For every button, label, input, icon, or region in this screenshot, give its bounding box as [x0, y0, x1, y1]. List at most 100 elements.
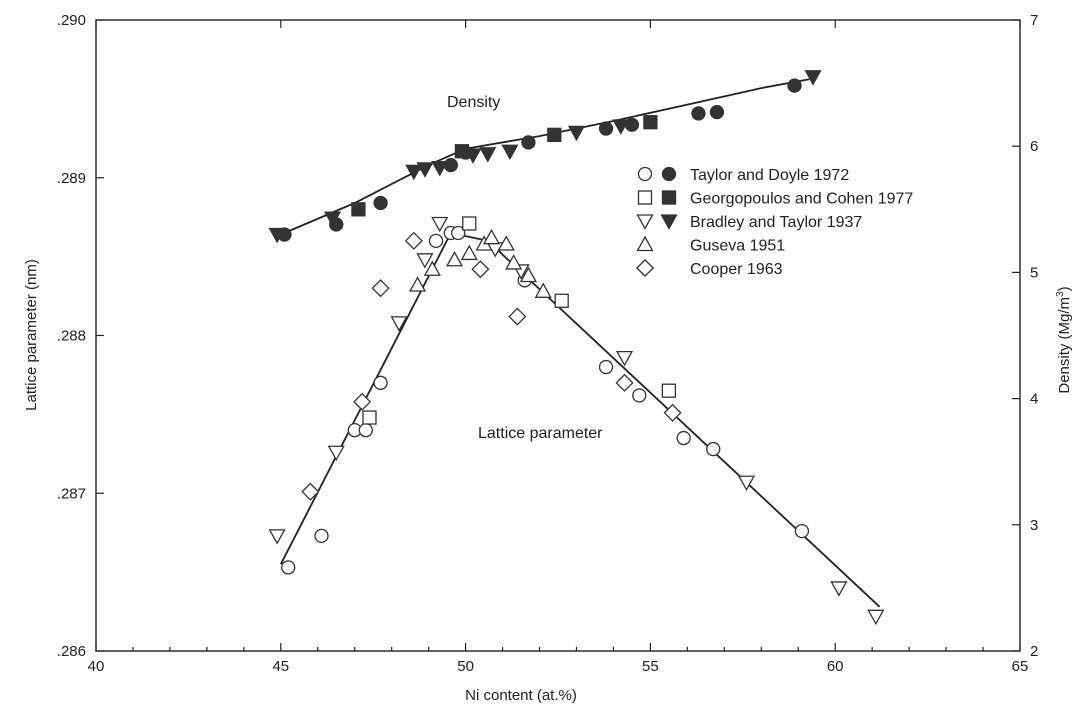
- lattice-point-circle: [373, 375, 388, 390]
- lattice-point-triangle-up: [497, 235, 515, 251]
- lattice-point-diamond: [663, 403, 682, 422]
- y-right-tick-label: 5: [1030, 264, 1038, 281]
- lattice-point-circle: [314, 528, 329, 543]
- lattice-point-triangle-down: [737, 475, 756, 492]
- y-left-tick-label: .289: [57, 170, 86, 187]
- lattice-point-square: [661, 383, 677, 398]
- lattice-point-triangle-down: [431, 216, 449, 233]
- density-point-circle: [373, 195, 388, 211]
- density-point-circle: [691, 106, 706, 121]
- y-axis-right-title: Density (Mg/m3): [1055, 286, 1073, 393]
- lattice-point-triangle-down: [268, 529, 286, 545]
- lattice-point-circle: [794, 523, 810, 539]
- y-left-tick-label: .286: [57, 643, 86, 660]
- x-tick-label: 50: [457, 658, 474, 675]
- density-point-circle: [709, 104, 725, 120]
- lattice-point-triangle-up: [423, 260, 441, 276]
- legend-label: Cooper 1963: [690, 261, 783, 278]
- lattice-point-circle: [428, 233, 444, 249]
- lattice-point-diamond: [471, 260, 490, 279]
- plot-frame: [95, 19, 1021, 652]
- legend: Taylor and Doyle 1972 Georgopoulos and Co…: [635, 166, 913, 278]
- density-point-circle: [598, 121, 614, 136]
- density-point-triangle-down: [804, 70, 822, 86]
- lattice-point-circle: [358, 422, 373, 438]
- x-axis-title: Ni content (at.%): [465, 687, 577, 704]
- density-point-triangle-down: [268, 227, 286, 244]
- legend-open-triangle-down-icon: [636, 214, 654, 230]
- y-right-tick-label: 7: [1030, 12, 1038, 29]
- x-tick-label: 65: [1012, 658, 1029, 675]
- legend-open-diamond-icon: [635, 258, 655, 278]
- legend-label: Bradley and Taylor 1937: [690, 214, 862, 231]
- lattice-fit-line: [450, 232, 881, 608]
- y-right-tick-label: 4: [1030, 391, 1038, 408]
- density-annotation: Density: [447, 94, 500, 111]
- y-left-tick-label: .290: [57, 12, 86, 29]
- lattice-point-diamond: [371, 279, 390, 298]
- lattice-point-triangle-down: [390, 316, 408, 332]
- y-right-title-exponent: 3: [1055, 291, 1066, 297]
- lattice-point-square: [462, 216, 477, 231]
- y-right-tick-label: 3: [1030, 517, 1038, 534]
- lattice-point-triangle-down: [416, 253, 434, 269]
- lattice-point-triangle-up: [460, 244, 478, 261]
- data-points: [268, 70, 885, 626]
- lattice-point-triangle-down: [830, 581, 848, 597]
- legend-label: Georgopoulos and Cohen 1977: [690, 191, 913, 208]
- lattice-point-diamond: [404, 231, 423, 250]
- lattice-point-triangle-up: [445, 250, 464, 267]
- lattice-point-circle: [632, 388, 647, 403]
- density-point-square: [351, 202, 366, 217]
- x-tick-label: 40: [88, 658, 105, 675]
- y-right-title-close: ): [1056, 286, 1073, 291]
- lattice-point-square: [362, 410, 377, 425]
- lattice-point-triangle-down: [867, 609, 885, 626]
- density-point-triangle-down: [405, 164, 423, 181]
- lattice-point-diamond: [615, 373, 634, 392]
- lattice-point-triangle-up: [408, 276, 427, 292]
- density-point-triangle-down: [479, 147, 497, 163]
- density-point-triangle-down: [416, 162, 434, 178]
- lattice-point-triangle-up: [505, 254, 523, 270]
- density-point-triangle-down: [323, 211, 342, 227]
- density-point-square: [643, 115, 658, 130]
- y-right-title-main: Density (Mg/m: [1056, 297, 1073, 394]
- density-point-triangle-down: [501, 144, 519, 161]
- y-axis-left-title: Lattice parameter (nm): [23, 259, 40, 411]
- legend-filled-square-icon: [661, 190, 677, 205]
- density-point-square: [547, 127, 562, 142]
- lattice-point-triangle-down: [327, 445, 345, 462]
- legend-filled-triangle-down-icon: [660, 214, 678, 230]
- lattice-point-triangle-up: [534, 282, 552, 298]
- legend-label: Taylor and Doyle 1972: [690, 167, 849, 184]
- lattice-point-diamond: [353, 392, 372, 411]
- density-point-circle: [443, 157, 458, 173]
- legend-filled-circle-icon: [661, 166, 677, 182]
- legend-open-triangle-up-icon: [636, 235, 654, 252]
- legend-open-circle-icon: [637, 166, 653, 182]
- lattice-annotation: Lattice parameter: [478, 425, 603, 442]
- lattice-point-triangle-up: [482, 228, 501, 245]
- y-left-tick-label: .288: [57, 328, 86, 345]
- lattice-point-circle: [706, 441, 721, 457]
- density-point-circle: [521, 135, 536, 150]
- x-tick-label: 60: [827, 658, 844, 675]
- x-tick-label: 55: [642, 658, 659, 675]
- legend-label: Guseva 1951: [690, 238, 785, 255]
- lattice-point-diamond: [301, 482, 320, 501]
- legend-open-square-icon: [637, 190, 653, 205]
- density-point-triangle-down: [431, 161, 449, 177]
- y-right-tick-label: 6: [1030, 138, 1038, 155]
- lattice-point-triangle-up: [519, 266, 538, 283]
- x-tick-label: 45: [272, 658, 289, 675]
- lattice-point-circle: [451, 225, 466, 241]
- lattice-point-diamond: [508, 307, 527, 326]
- density-point-triangle-down: [567, 125, 586, 142]
- lattice-point-triangle-down: [615, 350, 634, 367]
- density-point-circle: [787, 78, 802, 93]
- y-right-tick-label: 2: [1030, 643, 1038, 660]
- fit-lines: [279, 78, 881, 608]
